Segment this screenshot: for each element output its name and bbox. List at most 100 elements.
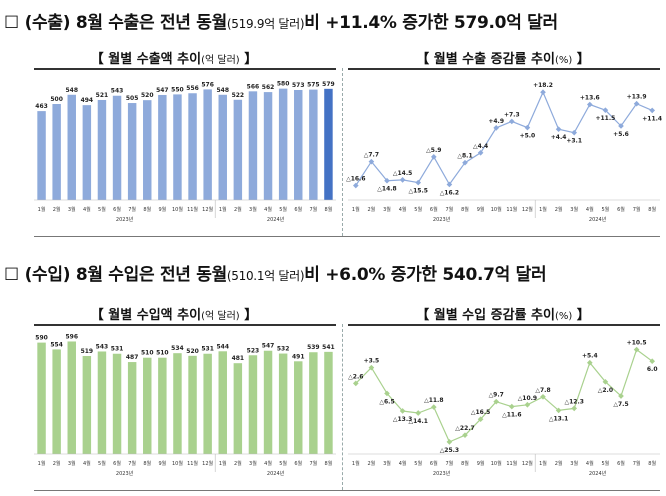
x-tick-label: 8월: [648, 206, 656, 213]
year-label: 2024년: [267, 216, 285, 223]
x-tick-label: 8월: [461, 206, 469, 213]
x-tick-label: 2월: [368, 460, 376, 467]
data-point: [462, 159, 468, 166]
bar: [278, 353, 288, 454]
x-tick-label: 5월: [98, 460, 106, 467]
x-tick-label: 3월: [249, 460, 257, 467]
import-rate-title-main: 【 월별 수입 증감률 추이: [416, 308, 555, 323]
x-tick-label: 6월: [617, 460, 625, 467]
export-headline-paren: (519.9억 달러): [226, 17, 305, 31]
x-tick-label: 7월: [128, 460, 136, 467]
bar: [248, 91, 258, 200]
bar-value-label: 494: [81, 97, 94, 104]
x-tick-label: 3월: [570, 460, 578, 467]
data-label: △16.5: [471, 409, 490, 416]
x-tick-label: 5월: [279, 460, 287, 467]
bar-value-label: 548: [216, 87, 229, 94]
export-headline-prefix: (수출) 8월 수출은 전년 동월: [24, 13, 228, 33]
x-tick-label: 8월: [143, 206, 151, 213]
bar: [37, 342, 46, 454]
series-line: [355, 90, 653, 186]
x-tick-label: 3월: [249, 206, 257, 213]
bar-value-label: 576: [201, 81, 214, 88]
data-label: +13.6: [580, 95, 600, 102]
data-label: △4.4: [473, 143, 488, 150]
bar-value-label: 556: [186, 85, 199, 92]
export-bottom-rule: [34, 236, 660, 237]
bar-value-label: 481: [232, 355, 245, 362]
bar: [97, 351, 107, 454]
x-tick-label: 6월: [617, 206, 625, 213]
bar-value-label: 520: [141, 92, 154, 99]
x-tick-label: 1월: [219, 460, 227, 467]
x-tick-label: 11월: [506, 206, 517, 213]
x-tick-label: 5월: [414, 460, 422, 467]
data-label: △8.1: [457, 153, 472, 160]
bar-value-label: 510: [156, 350, 169, 357]
x-tick-label: 7월: [446, 206, 454, 213]
bar: [218, 351, 227, 454]
bar: [233, 99, 243, 200]
data-point: [524, 124, 531, 131]
data-point: [446, 181, 453, 188]
import-right-rule: [348, 324, 660, 326]
bar-value-label: 554: [50, 341, 63, 348]
x-tick-label: 3월: [383, 206, 391, 213]
x-tick-label: 1월: [219, 206, 227, 213]
x-tick-label: 7월: [633, 206, 641, 213]
x-tick-label: 5월: [279, 206, 287, 213]
bar: [233, 363, 243, 454]
x-tick-label: 6월: [113, 460, 121, 467]
bar: [37, 111, 46, 200]
x-tick-label: 8월: [648, 460, 656, 467]
bar-value-label: 573: [292, 82, 305, 89]
export-amount-title: 【 월별 수출액 추이(억 달러) 】: [24, 48, 324, 67]
data-label: △16.2: [440, 189, 459, 196]
import-bottom-rule: [34, 490, 660, 491]
x-tick-label: 2월: [234, 206, 242, 213]
bar-value-label: 543: [111, 88, 124, 95]
data-point: [462, 432, 468, 439]
x-tick-label: 11월: [187, 206, 198, 213]
x-tick-label: 7월: [128, 206, 136, 213]
bar: [127, 103, 137, 200]
export-right-rule: [348, 68, 660, 70]
x-tick-label: 2월: [53, 206, 61, 213]
x-tick-label: 5월: [602, 460, 610, 467]
x-tick-label: 2월: [368, 206, 376, 213]
x-tick-label: 1월: [38, 460, 46, 467]
data-point: [618, 393, 624, 399]
x-tick-label: 12월: [202, 460, 213, 467]
import-amount-title-unit: (억 달러): [201, 311, 240, 322]
x-tick-label: 12월: [202, 206, 213, 213]
data-point: [493, 398, 500, 405]
bar-value-label: 550: [171, 86, 184, 93]
bar-value-label: 534: [171, 345, 184, 352]
bar-value-label: 596: [65, 333, 78, 340]
x-tick-label: 4월: [399, 460, 407, 467]
import-left-rule: [34, 324, 336, 326]
x-tick-label: 10월: [172, 460, 183, 467]
bar-value-label: 547: [156, 87, 169, 94]
x-tick-label: 1월: [539, 206, 547, 213]
data-label: +4.9: [488, 118, 504, 125]
x-tick-label: 1월: [38, 206, 46, 213]
bar-value-label: 541: [322, 344, 335, 351]
data-label: △14.8: [377, 186, 396, 193]
x-tick-label: 11월: [187, 460, 198, 467]
import-headline-prefix: (수입) 8월 수입은 전년 동월: [24, 265, 228, 285]
data-label: △14.5: [393, 170, 412, 177]
data-label: +13.9: [627, 94, 647, 101]
bar: [173, 353, 182, 454]
data-label: △13.3: [393, 416, 412, 423]
x-tick-label: 9월: [477, 460, 485, 467]
bar-value-label: 539: [307, 344, 320, 351]
data-point: [649, 107, 656, 114]
bar-value-label: 531: [111, 346, 124, 353]
x-tick-label: 3월: [383, 460, 391, 467]
bar-value-label: 500: [50, 96, 63, 103]
x-tick-label: 12월: [522, 460, 533, 467]
import-rate-title: 【 월별 수입 증감률 추이(%) 】: [345, 304, 661, 323]
